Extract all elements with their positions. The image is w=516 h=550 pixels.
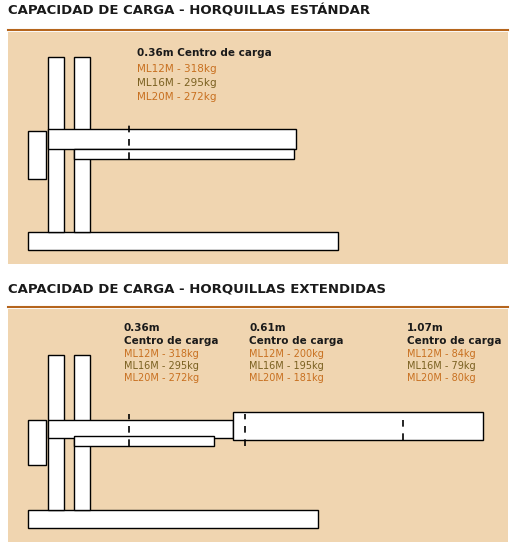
Text: Centro de carga: Centro de carga (407, 336, 502, 346)
Text: ML12M - 200kg: ML12M - 200kg (249, 349, 324, 359)
Text: ML12M - 84kg: ML12M - 84kg (407, 349, 476, 359)
Text: ML16M - 195kg: ML16M - 195kg (249, 361, 324, 371)
Text: ML16M - 295kg: ML16M - 295kg (124, 361, 199, 371)
Text: ML20M - 80kg: ML20M - 80kg (407, 373, 476, 383)
Bar (28, 420, 46, 465)
Text: 1.07m: 1.07m (407, 323, 444, 333)
Bar (48, 420, 233, 438)
Bar (8, 32, 508, 264)
Text: Centro de carga: Centro de carga (124, 336, 218, 346)
Text: ML16M - 295kg: ML16M - 295kg (137, 78, 217, 88)
Bar (74, 436, 214, 446)
Bar (48, 355, 64, 510)
Text: 0.61m: 0.61m (249, 323, 286, 333)
Bar (74, 57, 90, 232)
Bar (233, 412, 483, 440)
Bar (74, 149, 294, 159)
Bar (28, 232, 338, 250)
Text: ML20M - 272kg: ML20M - 272kg (137, 92, 217, 102)
Text: ML16M - 79kg: ML16M - 79kg (407, 361, 476, 371)
Text: Centro de carga: Centro de carga (249, 336, 344, 346)
Bar (28, 510, 318, 528)
Bar (8, 309, 508, 542)
Text: CAPACIDAD DE CARGA - HORQUILLAS ESTÁNDAR: CAPACIDAD DE CARGA - HORQUILLAS ESTÁNDAR (8, 5, 370, 18)
Bar (48, 57, 64, 232)
Text: 0.36m: 0.36m (124, 323, 160, 333)
Text: ML20M - 181kg: ML20M - 181kg (249, 373, 324, 383)
Text: ML20M - 272kg: ML20M - 272kg (124, 373, 199, 383)
Bar (48, 129, 296, 149)
Bar (28, 131, 46, 179)
Text: ML12M - 318kg: ML12M - 318kg (137, 64, 217, 74)
Bar (74, 355, 90, 510)
Text: CAPACIDAD DE CARGA - HORQUILLAS EXTENDIDAS: CAPACIDAD DE CARGA - HORQUILLAS EXTENDID… (8, 282, 386, 295)
Text: ML12M - 318kg: ML12M - 318kg (124, 349, 199, 359)
Text: 0.36m Centro de carga: 0.36m Centro de carga (137, 48, 272, 58)
